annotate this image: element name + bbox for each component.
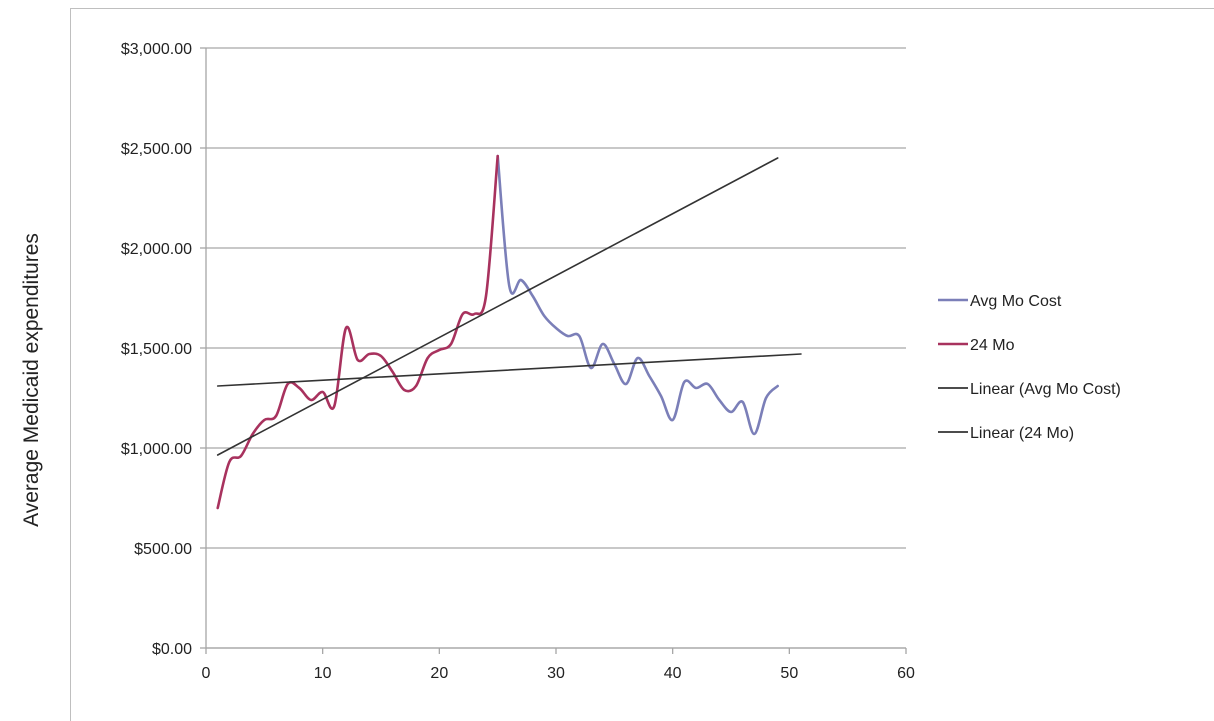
legend-item-24-mo: 24 Mo (970, 337, 1015, 354)
x-tick-label: 10 (314, 665, 332, 682)
x-tick-label: 30 (547, 665, 565, 682)
series-line-24-mo (216, 154, 499, 510)
y-tick-label: $2,000.00 (121, 241, 192, 258)
legend-item-linear-24-mo: Linear (24 Mo) (970, 425, 1074, 442)
y-tick-label: $3,000.00 (121, 41, 192, 58)
chart-area (70, 8, 1214, 721)
y-tick-label: $0.00 (152, 641, 192, 658)
x-tick-label: 60 (897, 665, 915, 682)
x-tick-label: 0 (202, 665, 211, 682)
x-tick-label: 50 (780, 665, 798, 682)
x-tick-label: 40 (664, 665, 682, 682)
trendline-24-mo (216, 353, 802, 387)
y-tick-label: $1,000.00 (121, 441, 192, 458)
y-tick-label: $2,500.00 (121, 141, 192, 158)
trendline-avg-mo-cost (216, 157, 779, 456)
y-tick-label: $1,500.00 (121, 341, 192, 358)
legend-item-linear-avg-mo-cost: Linear (Avg Mo Cost) (970, 381, 1121, 398)
x-tick-label: 20 (430, 665, 448, 682)
series-line-avg-mo-cost (496, 154, 779, 436)
legend-item-avg-mo-cost: Avg Mo Cost (970, 293, 1062, 310)
y-tick-label: $500.00 (134, 541, 192, 558)
